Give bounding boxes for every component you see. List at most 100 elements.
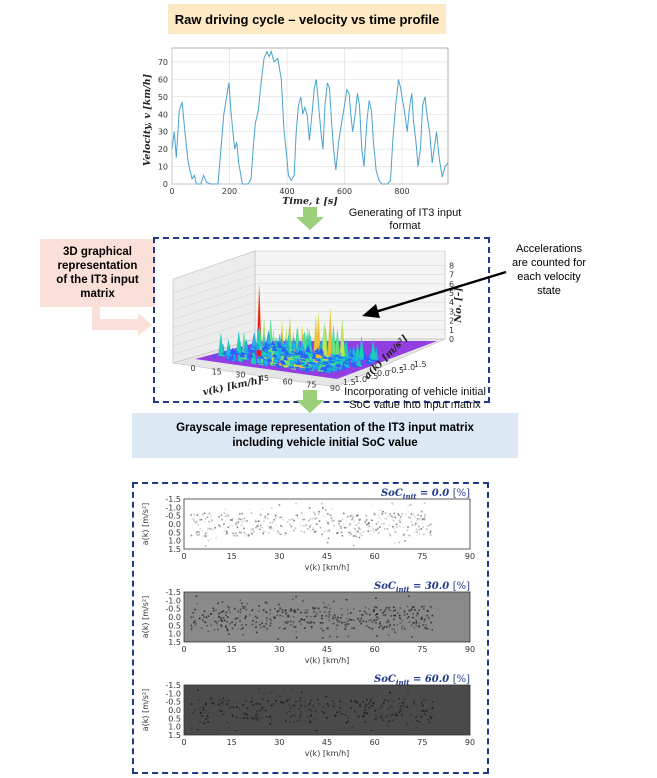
grayscale-pixel xyxy=(217,628,219,631)
grayscale-pixel xyxy=(281,702,284,704)
grayscale-pixel xyxy=(357,617,359,620)
grayscale-pixel xyxy=(307,622,310,624)
grayscale-pixel xyxy=(375,619,378,621)
grayscale-pixel xyxy=(349,522,351,524)
grayscale-pixel xyxy=(259,707,261,710)
grayscale-pixel xyxy=(202,535,204,537)
grayscale-pixel xyxy=(295,636,298,639)
surface-spikes xyxy=(211,286,379,374)
grayscale-pixel xyxy=(394,531,397,533)
surface-spike xyxy=(318,347,325,354)
grayscale-pixel xyxy=(261,622,263,624)
grayscale-pixel xyxy=(293,519,295,522)
grayscale-pixel xyxy=(350,612,352,614)
grayscale-pixel xyxy=(333,702,335,705)
grayscale-pixel xyxy=(418,533,421,535)
grayscale-pixel xyxy=(415,727,417,729)
grayscale-pixel xyxy=(286,521,289,523)
soc-init-label: SoCinit = 60.0 [%] xyxy=(374,674,470,687)
grayscale-pixel xyxy=(255,714,257,716)
grayscale-pixel xyxy=(210,518,212,521)
grayscale-pixel xyxy=(302,518,304,521)
panel-x-tick-label: 0 xyxy=(181,552,186,561)
grayscale-pixel xyxy=(352,535,355,537)
surface-spike xyxy=(232,351,238,353)
grayscale-pixel xyxy=(351,729,354,732)
grayscale-pixel xyxy=(322,601,325,604)
grayscale-pixel xyxy=(360,622,362,625)
grayscale-pixel xyxy=(239,717,242,719)
grayscale-pixel xyxy=(294,714,296,717)
panel-y-tick-label: 1.0 xyxy=(168,537,181,546)
grayscale-pixel xyxy=(256,702,258,705)
grayscale-pixel xyxy=(250,512,253,514)
grayscale-pixel xyxy=(266,713,269,715)
grayscale-pixel xyxy=(328,614,331,616)
grayscale-pixel xyxy=(370,729,373,732)
grayscale-pixel xyxy=(204,702,206,705)
grayscale-pixel xyxy=(299,620,301,623)
grayscale-pixel xyxy=(336,532,338,534)
grayscale-pixel xyxy=(398,616,401,619)
grayscale-pixel xyxy=(198,533,201,536)
grayscale-pixel xyxy=(246,717,249,719)
grayscale-pixel xyxy=(328,611,331,613)
grayscale-pixel xyxy=(235,696,237,699)
grayscale-pixel xyxy=(425,525,428,527)
grayscale-pixel xyxy=(302,600,304,602)
side-note-line1: Accelerations xyxy=(515,243,583,255)
grayscale-pixel xyxy=(401,627,403,630)
grayscale-pixel xyxy=(309,721,312,723)
grayscale-pixel xyxy=(418,525,420,528)
surface-spike xyxy=(270,340,276,346)
grayscale-pixel xyxy=(205,703,207,706)
grayscale-pixel xyxy=(381,522,383,525)
grayscale-pixel xyxy=(334,616,337,619)
grayscale-pixel xyxy=(269,609,272,611)
grayscale-pixel xyxy=(194,709,197,711)
soc-unit: [%] xyxy=(453,581,470,592)
step1-caption-line1: Generating of IT3 input xyxy=(348,207,462,219)
panel-x-tick-label: 75 xyxy=(417,738,427,747)
grayscale-pixel xyxy=(256,631,258,634)
grayscale-pixel xyxy=(394,721,396,724)
grayscale-pixel xyxy=(207,721,209,723)
grayscale-pixel xyxy=(309,622,312,624)
grayscale-pixel xyxy=(416,534,419,537)
grayscale-pixel xyxy=(214,526,216,529)
grayscale-pixel xyxy=(384,614,387,616)
grayscale-pixel xyxy=(351,516,354,519)
grayscale-pixel xyxy=(252,528,254,530)
grayscale-pixel xyxy=(209,527,211,530)
grayscale-pixel xyxy=(424,699,427,702)
grayscale-pixel xyxy=(409,504,412,506)
grayscale-pixel xyxy=(249,508,251,511)
grayscale-pixel xyxy=(269,526,272,528)
grayscale-pixel xyxy=(282,702,285,704)
grayscale-pixel xyxy=(354,534,356,537)
grayscale-pixel xyxy=(403,609,406,612)
panel-y-tick-label: -1.0 xyxy=(165,596,181,605)
step1-caption-line2: format xyxy=(389,220,421,232)
grayscale-pixel xyxy=(267,700,269,702)
grayscale-pixel xyxy=(194,620,196,623)
surface-z-tick-label: 5 xyxy=(449,289,454,298)
panel-y-tick-label: -1.5 xyxy=(165,588,181,597)
grayscale-pixel xyxy=(285,612,287,615)
grayscale-pixel xyxy=(223,512,226,515)
grayscale-pixel xyxy=(390,715,393,717)
grayscale-pixel xyxy=(227,515,229,517)
grayscale-pixel xyxy=(315,517,318,519)
grayscale-pixel xyxy=(360,614,363,616)
grayscale-pixel xyxy=(338,520,340,522)
grayscale-pixel xyxy=(375,621,377,624)
grayscale-pixel xyxy=(382,719,384,722)
grayscale-pixel xyxy=(403,513,406,516)
grayscale-pixel xyxy=(411,608,413,611)
grayscale-pixel xyxy=(295,700,297,703)
grayscale-pixel xyxy=(327,613,330,616)
grayscale-pixel xyxy=(426,614,428,617)
grayscale-pixel xyxy=(260,524,262,527)
grayscale-pixel xyxy=(222,610,225,612)
surface-z-label: No. [–] xyxy=(453,287,464,324)
